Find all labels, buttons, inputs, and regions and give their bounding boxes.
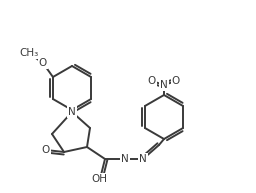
Text: CH₃: CH₃ (19, 48, 39, 58)
Text: N: N (160, 80, 168, 90)
Text: N: N (68, 107, 76, 117)
Text: O: O (172, 76, 180, 86)
Text: O: O (148, 76, 156, 86)
Text: N: N (139, 154, 147, 164)
Text: N: N (121, 154, 129, 164)
Text: O: O (39, 58, 47, 68)
Text: OH: OH (91, 174, 107, 184)
Text: O: O (42, 145, 50, 155)
